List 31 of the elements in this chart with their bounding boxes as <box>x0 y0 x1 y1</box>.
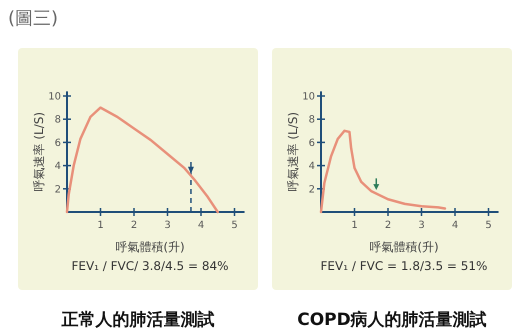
x-axis-title: 呼氣體積(升) <box>369 240 439 254</box>
x-tick-label: 5 <box>231 220 238 231</box>
x-axis-title: 呼氣體積(升) <box>115 240 185 254</box>
x-tick-label: 2 <box>384 220 392 231</box>
x-tick-label: 4 <box>452 220 458 231</box>
line-series <box>320 130 446 214</box>
y-tick-label: 4 <box>308 161 315 172</box>
y-tick-label: 8 <box>308 114 315 126</box>
x-tick-label: 2 <box>130 220 138 231</box>
y-tick-label: 10 <box>302 92 315 102</box>
y-tick-label: 6 <box>54 138 61 149</box>
x-tick-label: 1 <box>97 220 104 231</box>
x-tick-label: 5 <box>485 220 492 231</box>
line-series <box>66 106 219 214</box>
text: FEV₁ / FVC/ 3.8/4.5 = 84% <box>71 259 229 273</box>
x-tick-label: 4 <box>198 220 204 231</box>
text: 正常人的肺活量測試 <box>60 310 214 330</box>
text: COPD病人的肺活量測試 <box>297 310 487 330</box>
y-axis-title: 呼氣速率 (L/S) <box>32 112 46 192</box>
y-tick-label: 4 <box>54 161 61 172</box>
x-tick-label: 1 <box>351 220 358 231</box>
y-axis-title: 呼氣速率 (L/S) <box>286 112 300 192</box>
x-tick-label: 3 <box>418 220 425 231</box>
y-tick-label: 6 <box>308 138 315 149</box>
text: (圖三) <box>8 8 58 29</box>
y-tick-label: 8 <box>54 114 61 126</box>
y-tick-label: 2 <box>308 184 315 196</box>
x-tick-label: 3 <box>164 220 171 231</box>
text: FEV₁ / FVC = 1.8/3.5 = 51% <box>320 259 488 273</box>
y-tick-label: 2 <box>54 184 61 196</box>
y-tick-label: 10 <box>48 92 61 102</box>
